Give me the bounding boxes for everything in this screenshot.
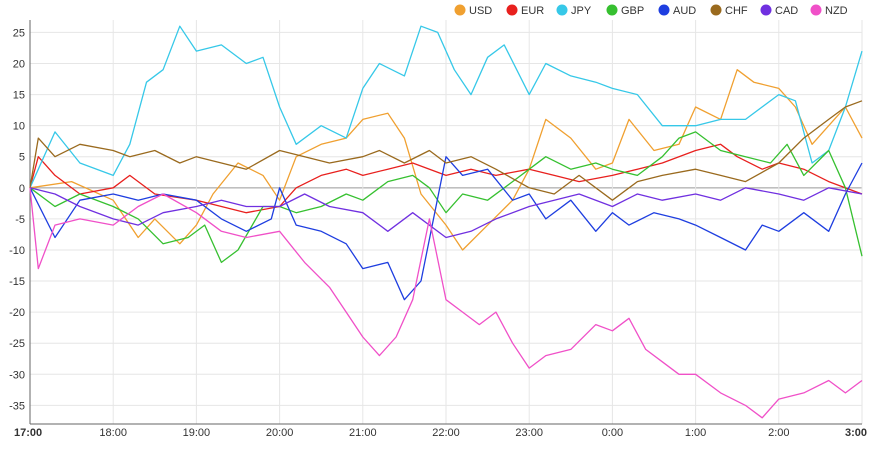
legend-swatch [710,4,722,16]
x-tick-label: 23:00 [515,427,543,439]
legend-swatch [556,4,568,16]
y-tick-label: 15 [13,90,25,102]
legend-item-eur[interactable]: EUR [506,4,545,18]
y-tick-label: 20 [13,59,25,71]
grid-lines [29,20,863,424]
legend: USD EUR JPY GBP AUD CHF CAD NZD [454,4,848,18]
x-tick-label: 2:00 [768,427,789,439]
legend-label: AUD [673,5,696,17]
legend-swatch [658,4,670,16]
series-line-cad [29,187,863,239]
legend-item-chf[interactable]: CHF [710,4,748,18]
series-line-usd [29,69,863,251]
x-tick-label: 3:00 [845,427,867,439]
series-lines [29,25,863,419]
legend-item-nzd[interactable]: NZD [810,4,848,18]
series-line-nzd [29,187,863,419]
legend-swatch [810,4,822,16]
legend-label: USD [469,5,492,17]
series-line-gbp [29,131,863,264]
y-tick-label: 0 [19,183,25,195]
legend-item-cad[interactable]: CAD [760,4,799,18]
x-tick-label: 22:00 [432,427,460,439]
y-tick-label: 10 [13,121,25,133]
series-line-eur [29,143,863,214]
y-tick-label: -20 [9,307,25,319]
y-tick-label: -10 [9,245,25,257]
legend-swatch [760,4,772,16]
x-tick-label: 19:00 [183,427,211,439]
legend-label: EUR [521,5,544,17]
y-tick-label: -5 [15,214,25,226]
y-tick-label: -35 [9,400,25,412]
x-tick-label: 18:00 [99,427,127,439]
y-tick-label: -15 [9,276,25,288]
x-tick-label: 0:00 [602,427,623,439]
y-tick-label: -30 [9,369,25,381]
x-tick-label: 17:00 [14,427,42,439]
legend-label: CHF [725,5,748,17]
x-tick-label: 21:00 [349,427,377,439]
legend-label: JPY [571,5,592,17]
series-line-jpy [29,25,863,189]
legend-label: CAD [775,5,798,17]
legend-item-aud[interactable]: AUD [658,4,697,18]
x-tick-label: 20:00 [266,427,294,439]
legend-label: NZD [825,5,848,17]
legend-swatch [506,4,518,16]
y-tick-label: 5 [19,152,25,164]
legend-label: GBP [621,5,644,17]
legend-item-jpy[interactable]: JPY [556,4,592,18]
legend-swatch [454,4,466,16]
x-tick-label: 1:00 [685,427,706,439]
y-tick-label: 25 [13,27,25,39]
series-line-chf [29,100,863,201]
axes: 25 20 15 10 5 0 -5 -10 -15 -20 -25 -30 -35 17:00 18:00… [9,20,867,439]
y-tick-label: -25 [9,338,25,350]
series-line-aud [29,156,863,301]
legend-item-usd[interactable]: USD [454,4,493,18]
legend-item-gbp[interactable]: GBP [606,4,645,18]
legend-swatch [606,4,618,16]
